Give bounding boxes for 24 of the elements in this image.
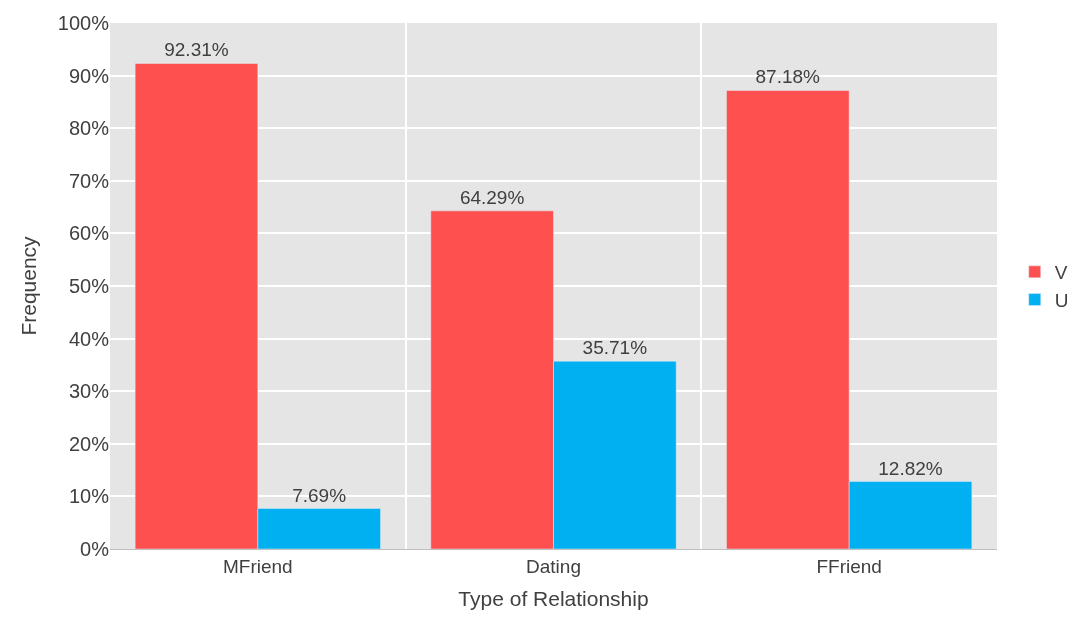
y-tick-label: 30%	[68, 380, 110, 403]
y-tick-label: 40%	[68, 327, 110, 350]
data-label: 64.29%	[459, 186, 525, 208]
y-axis-title: Frequency	[16, 235, 40, 336]
legend-label: V	[1054, 262, 1068, 284]
y-tick-label: 10%	[68, 485, 110, 508]
x-tick-label: Dating	[526, 555, 581, 577]
y-tick-label: 0%	[80, 538, 110, 560]
data-label: 35.71%	[582, 337, 648, 359]
x-tick-label: FFriend	[816, 555, 882, 577]
data-label: 12.82%	[878, 457, 943, 479]
data-label: 7.69%	[292, 484, 347, 506]
x-axis-title: Type of Relationship	[458, 587, 649, 610]
y-tick-label: 80%	[68, 117, 110, 140]
y-tick-label: 20%	[68, 432, 110, 455]
legend-label: U	[1054, 289, 1069, 311]
data-label: 92.31%	[164, 39, 229, 61]
x-tick-label: MFriend	[222, 555, 293, 577]
y-tick-label: 50%	[68, 275, 110, 297]
y-tick-label: 60%	[68, 222, 110, 245]
y-tick-label: 100%	[57, 12, 110, 34]
y-tick-label: 90%	[68, 64, 110, 87]
y-tick-label: 70%	[68, 169, 110, 192]
data-label: 87.18%	[755, 66, 821, 88]
